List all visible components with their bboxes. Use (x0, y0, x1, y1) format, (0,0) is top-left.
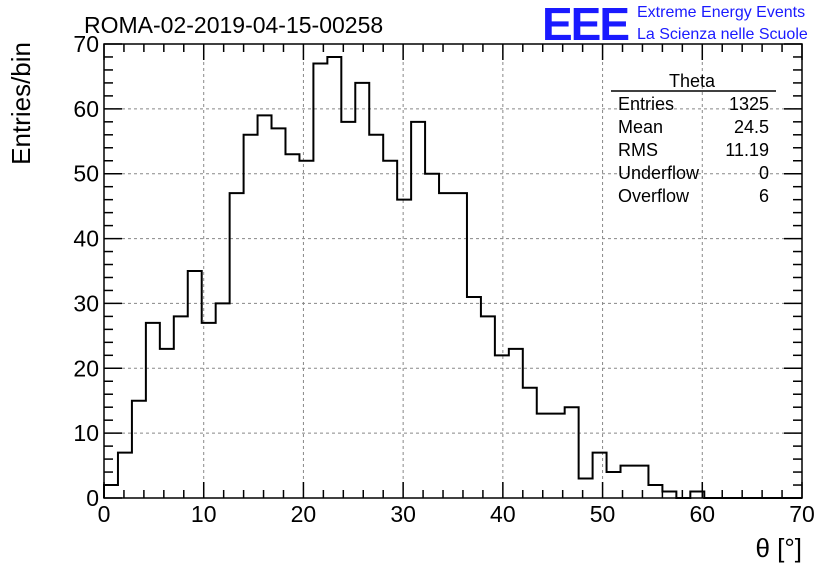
y-tick-label: 30 (73, 290, 99, 316)
y-axis-label: Entries/bin (6, 42, 36, 165)
stats-label: Overflow (618, 186, 690, 206)
x-tick-label: 50 (590, 501, 616, 527)
x-tick-label: 40 (490, 501, 516, 527)
axis-ticks (103, 43, 803, 499)
x-tick-label: 20 (291, 501, 317, 527)
stats-label: Underflow (618, 163, 700, 183)
stats-label: Mean (618, 117, 663, 137)
histogram-series (103, 55, 802, 499)
grid-lines (104, 44, 802, 498)
y-tick-label: 10 (73, 420, 99, 446)
y-tick-label: 60 (73, 96, 99, 122)
logo-text: EEE (542, 0, 628, 50)
stats-title: Theta (669, 71, 716, 91)
y-tick-labels: 0 10 20 30 40 50 60 70 (73, 31, 99, 511)
logo-line-1: Extreme Energy Events (637, 4, 805, 21)
eee-logo: EEE Extreme Energy Events La Scienza nel… (542, 0, 808, 50)
plot-frame (103, 43, 803, 499)
logo-line-2: La Scienza nelle Scuole (637, 26, 808, 43)
x-tick-label: 70 (789, 501, 815, 527)
x-tick-label: 10 (191, 501, 217, 527)
stats-box: Theta Entries 1325 Mean 24.5 RMS 11.19 Underfl… (611, 71, 776, 206)
y-tick-label: 40 (73, 226, 99, 252)
x-axis-label: θ [°] (755, 533, 802, 563)
x-tick-labels: 0 10 20 30 40 50 60 70 (98, 501, 815, 527)
stats-label: RMS (618, 140, 658, 160)
y-tick-label: 20 (73, 355, 99, 381)
stats-rows: Entries 1325 Mean 24.5 RMS 11.19 Underflow 0 Ove… (618, 94, 769, 206)
stats-label: Entries (618, 94, 674, 114)
stats-value: 0 (759, 163, 769, 183)
x-tick-label: 60 (689, 501, 715, 527)
stats-value: 24.5 (734, 117, 769, 137)
x-tick-label: 30 (390, 501, 416, 527)
chart-title: ROMA-02-2019-04-15-00258 (84, 12, 383, 38)
stats-value: 11.19 (725, 140, 769, 160)
y-tick-label: 70 (73, 31, 99, 57)
stats-value: 6 (759, 186, 769, 206)
y-tick-label: 0 (86, 485, 99, 511)
x-tick-label: 0 (98, 501, 111, 527)
stats-value: 1325 (729, 94, 769, 114)
y-tick-label: 50 (73, 161, 99, 187)
